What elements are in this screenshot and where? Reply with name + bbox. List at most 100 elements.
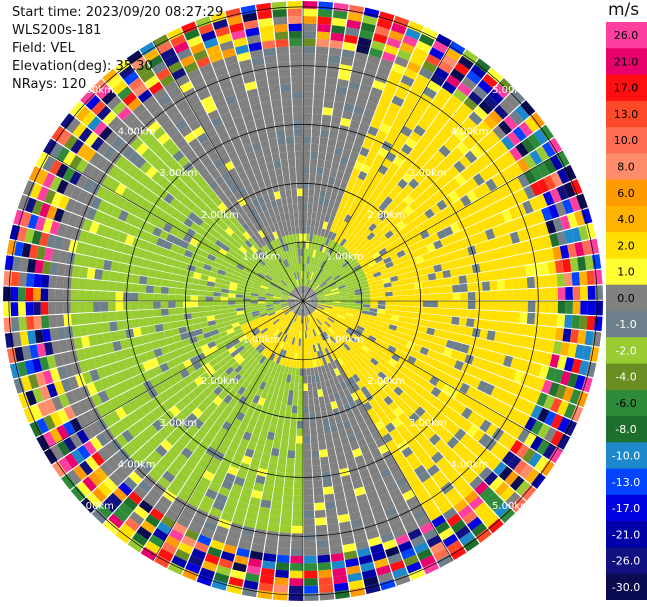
data-cell [66, 117, 81, 134]
data-cell [545, 339, 555, 353]
data-cell [218, 486, 231, 498]
data-cell [416, 548, 433, 561]
data-cell [133, 123, 147, 137]
data-cell [43, 448, 58, 465]
data-cell [407, 355, 417, 365]
data-cell [327, 362, 334, 371]
data-cell [229, 184, 239, 195]
data-cell [289, 303, 297, 308]
data-cell [230, 569, 246, 580]
data-cell [408, 178, 420, 190]
data-cell [503, 392, 516, 406]
data-cell [437, 87, 453, 101]
data-cell [540, 460, 555, 477]
data-cell [199, 567, 215, 580]
data-cell [340, 301, 348, 304]
data-cell [241, 203, 251, 213]
data-cell [208, 381, 219, 392]
data-cell [281, 166, 290, 176]
data-cell [230, 232, 240, 241]
data-cell [294, 279, 299, 287]
data-cell [191, 283, 200, 291]
data-cell [310, 322, 314, 330]
data-cell [340, 298, 348, 301]
data-cell [244, 354, 253, 363]
data-cell [194, 541, 209, 554]
data-cell [225, 252, 234, 260]
data-cell [281, 304, 289, 307]
data-cell [314, 68, 327, 78]
data-cell [399, 161, 411, 173]
data-cell [262, 318, 271, 324]
data-cell [462, 49, 479, 64]
data-cell [122, 200, 134, 213]
data-cell [243, 298, 251, 301]
data-cell [184, 319, 193, 326]
data-cell [204, 376, 214, 387]
colorbar-swatch [606, 521, 647, 548]
data-cell [414, 184, 426, 196]
data-cell [351, 391, 360, 402]
data-cell [455, 415, 467, 428]
data-cell [326, 145, 336, 155]
data-cell [398, 200, 409, 211]
data-cell [388, 270, 398, 278]
data-cell [296, 323, 300, 331]
data-cell [369, 289, 378, 294]
data-cell [209, 221, 220, 231]
data-cell [115, 434, 129, 448]
data-cell [358, 245, 367, 254]
data-cell [251, 290, 259, 294]
data-cell [215, 354, 225, 363]
data-cell [49, 368, 61, 383]
data-cell [461, 407, 473, 420]
data-cell [402, 34, 418, 48]
data-cell [176, 314, 185, 321]
data-cell [295, 330, 299, 339]
data-cell [266, 307, 275, 311]
data-cell [388, 102, 401, 114]
data-cell [327, 278, 335, 285]
data-cell [304, 563, 318, 571]
data-cell [312, 113, 322, 122]
data-cell [458, 275, 468, 284]
data-cell [479, 419, 492, 433]
data-cell [373, 511, 387, 522]
data-cell [163, 329, 173, 338]
data-cell [372, 404, 383, 414]
data-cell [354, 486, 366, 497]
data-cell [524, 116, 539, 133]
colorbar-swatch [606, 127, 647, 154]
data-cell [182, 359, 193, 369]
data-cell [251, 234, 259, 243]
data-cell [136, 344, 147, 355]
data-cell [259, 575, 274, 585]
data-cell [145, 285, 154, 294]
data-cell [81, 111, 97, 127]
data-cell [393, 195, 404, 206]
data-cell [333, 575, 348, 585]
data-cell [183, 131, 197, 144]
data-cell [531, 363, 543, 377]
data-cell [229, 315, 238, 321]
data-cell [76, 414, 89, 429]
data-cell [270, 199, 278, 209]
data-cell [234, 328, 243, 336]
data-cell [549, 233, 560, 247]
data-cell [303, 301, 306, 309]
data-cell [378, 97, 391, 109]
data-cell [385, 291, 393, 297]
data-cell [303, 533, 316, 541]
data-cell [390, 319, 399, 326]
data-cell [3, 302, 11, 317]
data-cell [88, 167, 102, 181]
data-cell [155, 444, 168, 458]
data-cell [257, 179, 266, 189]
data-cell [266, 530, 279, 540]
data-cell [247, 557, 262, 568]
data-cell [198, 501, 212, 514]
data-cell [256, 78, 269, 89]
data-cell [391, 353, 401, 362]
data-cell [420, 362, 430, 372]
data-cell [286, 374, 292, 383]
